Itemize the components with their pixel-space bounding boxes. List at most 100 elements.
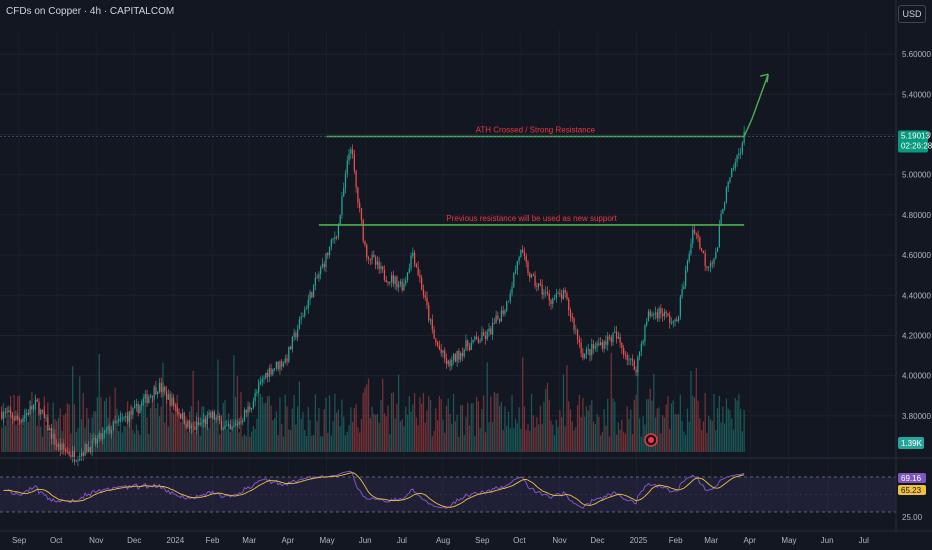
candle[interactable] (165, 386, 168, 404)
candle[interactable] (724, 201, 726, 212)
candle[interactable] (61, 442, 63, 454)
candle[interactable] (151, 395, 153, 403)
candle[interactable] (307, 294, 309, 314)
candle[interactable] (451, 356, 453, 370)
candle[interactable] (592, 340, 595, 354)
candle[interactable] (25, 408, 28, 421)
candle[interactable] (617, 331, 619, 340)
candle[interactable] (343, 182, 345, 198)
candle[interactable] (277, 361, 279, 372)
candle[interactable] (265, 372, 267, 380)
candle[interactable] (208, 409, 210, 419)
candle[interactable] (399, 278, 402, 288)
candle[interactable] (348, 149, 350, 165)
candle[interactable] (341, 191, 343, 220)
candle[interactable] (93, 433, 95, 444)
candle[interactable] (1, 406, 3, 421)
candle[interactable] (231, 426, 233, 432)
candle[interactable] (491, 317, 494, 341)
candle[interactable] (674, 318, 676, 327)
candle[interactable] (64, 448, 67, 456)
candle[interactable] (59, 438, 61, 457)
candle[interactable] (502, 305, 504, 317)
candle[interactable] (426, 291, 428, 310)
candle[interactable] (22, 414, 24, 426)
candle[interactable] (695, 232, 697, 240)
candle[interactable] (235, 419, 237, 427)
candle[interactable] (56, 439, 58, 450)
candle[interactable] (493, 317, 495, 325)
candle[interactable] (68, 448, 70, 457)
candle[interactable] (685, 265, 687, 290)
candle[interactable] (52, 427, 54, 445)
candle[interactable] (206, 410, 208, 430)
candle[interactable] (573, 316, 575, 334)
candle[interactable] (362, 218, 364, 244)
candle[interactable] (417, 261, 419, 277)
candle[interactable] (72, 445, 74, 463)
candle[interactable] (181, 408, 184, 422)
candle[interactable] (247, 401, 249, 417)
candle[interactable] (82, 451, 84, 461)
candle[interactable] (646, 317, 648, 328)
candle[interactable] (575, 324, 577, 335)
candle[interactable] (8, 405, 10, 414)
candle[interactable] (353, 149, 355, 174)
candle[interactable] (355, 169, 357, 193)
candle[interactable] (715, 247, 717, 260)
candle[interactable] (87, 441, 90, 453)
candle[interactable] (279, 360, 281, 375)
candle[interactable] (663, 308, 666, 321)
candle[interactable] (36, 398, 38, 402)
candle[interactable] (146, 389, 148, 407)
candle[interactable] (332, 237, 334, 244)
candle[interactable] (149, 393, 152, 399)
candle[interactable] (112, 421, 115, 431)
candle[interactable] (378, 257, 380, 274)
candle[interactable] (497, 311, 499, 321)
candle[interactable] (54, 429, 56, 451)
candle[interactable] (530, 273, 533, 279)
candle[interactable] (520, 249, 522, 258)
candle[interactable] (424, 291, 426, 302)
candle[interactable] (369, 258, 371, 265)
candle[interactable] (298, 316, 301, 330)
candle[interactable] (511, 282, 513, 297)
candle[interactable] (185, 420, 187, 430)
candle[interactable] (716, 246, 719, 253)
candle[interactable] (102, 427, 104, 445)
candle[interactable] (405, 276, 407, 287)
candle[interactable] (293, 328, 295, 342)
candle[interactable] (233, 421, 235, 428)
candle[interactable] (66, 446, 68, 454)
candle[interactable] (447, 359, 449, 368)
candle[interactable] (628, 354, 630, 366)
candle[interactable] (585, 346, 588, 360)
candle[interactable] (541, 279, 543, 300)
candle[interactable] (20, 418, 22, 424)
candle[interactable] (84, 441, 86, 457)
candle[interactable] (610, 334, 612, 347)
candle[interactable] (217, 410, 219, 421)
candle[interactable] (720, 210, 722, 227)
candle[interactable] (529, 271, 531, 282)
candle[interactable] (48, 425, 51, 431)
candle[interactable] (656, 308, 658, 322)
candle[interactable] (734, 158, 736, 172)
candle[interactable] (135, 398, 138, 412)
candle[interactable] (266, 369, 269, 383)
candle[interactable] (509, 289, 511, 304)
candle[interactable] (456, 350, 458, 367)
candle[interactable] (199, 417, 201, 427)
candle[interactable] (580, 337, 582, 358)
candle[interactable] (380, 262, 382, 274)
candle[interactable] (323, 261, 325, 272)
candle[interactable] (43, 405, 45, 419)
candle[interactable] (642, 339, 644, 346)
candle[interactable] (259, 376, 262, 386)
candle[interactable] (86, 443, 88, 454)
candle[interactable] (155, 380, 157, 396)
candle[interactable] (387, 281, 389, 287)
candle[interactable] (211, 411, 214, 420)
candle[interactable] (137, 401, 139, 417)
